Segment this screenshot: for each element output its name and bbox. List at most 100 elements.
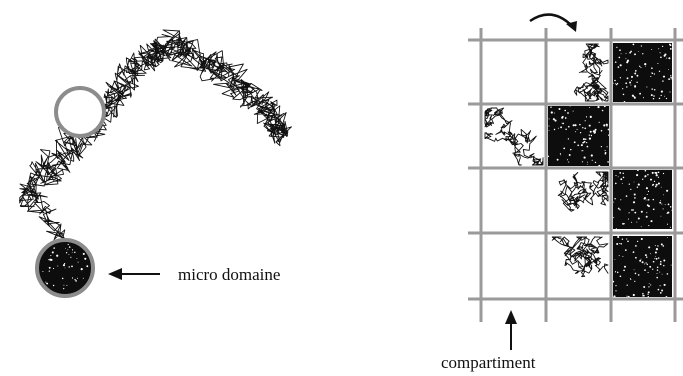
texture-speck <box>655 257 658 260</box>
texture-speck <box>48 270 50 272</box>
texture-speck <box>631 221 633 223</box>
texture-speck <box>633 269 635 271</box>
texture-speck <box>568 161 570 163</box>
texture-speck <box>634 211 637 214</box>
texture-speck <box>62 264 66 267</box>
texture-speck <box>548 118 550 120</box>
texture-speck <box>636 169 639 171</box>
texture-speck <box>577 144 580 147</box>
texture-speck <box>71 277 74 279</box>
texture-speck <box>664 204 666 206</box>
texture-speck <box>640 210 643 213</box>
texture-speck <box>614 182 617 185</box>
texture-speck <box>74 251 76 254</box>
texture-speck <box>80 268 83 271</box>
texture-speck <box>652 208 655 211</box>
texture-speck <box>662 208 664 210</box>
texture-speck <box>71 252 73 254</box>
texture-speck <box>670 76 672 79</box>
texture-speck <box>660 215 662 217</box>
texture-speck <box>566 159 569 161</box>
texture-speck <box>586 161 588 163</box>
texture-speck <box>559 154 561 156</box>
texture-speck <box>553 112 555 114</box>
compartment-walk-trajectory <box>484 43 609 278</box>
texture-speck <box>582 150 584 152</box>
texture-speck <box>584 127 587 130</box>
texture-speck <box>645 187 648 190</box>
texture-speck <box>640 226 642 228</box>
texture-speck <box>618 56 621 59</box>
texture-speck <box>663 264 665 267</box>
texture-speck <box>633 181 635 183</box>
filled-cell <box>613 236 672 297</box>
texture-speck <box>619 49 621 52</box>
filled-compartments <box>548 43 672 297</box>
texture-speck <box>53 247 55 249</box>
texture-speck <box>669 47 672 50</box>
texture-speck <box>639 65 641 67</box>
texture-speck <box>648 283 650 285</box>
texture-speck <box>68 266 70 268</box>
texture-speck <box>667 237 669 238</box>
texture-speck <box>647 291 650 294</box>
texture-speck <box>647 293 649 295</box>
texture-speck <box>629 81 632 84</box>
texture-speck <box>76 257 78 259</box>
texture-speck <box>625 195 628 197</box>
texture-speck <box>652 198 655 201</box>
texture-speck <box>614 259 616 260</box>
texture-speck <box>561 122 563 124</box>
texture-speck <box>645 262 647 264</box>
texture-speck <box>671 209 673 211</box>
texture-speck <box>630 278 632 281</box>
texture-speck <box>606 146 608 148</box>
texture-speck <box>552 118 555 121</box>
texture-speck <box>586 164 588 166</box>
texture-speck <box>74 279 76 281</box>
texture-speck <box>646 193 648 196</box>
texture-speck <box>556 158 559 161</box>
texture-speck <box>603 105 606 108</box>
texture-speck <box>633 96 636 99</box>
texture-speck <box>650 253 651 255</box>
texture-speck <box>658 70 661 72</box>
texture-speck <box>616 46 618 49</box>
texture-speck <box>655 248 659 251</box>
texture-speck <box>656 269 659 271</box>
texture-speck <box>597 106 600 109</box>
texture-speck <box>615 83 616 85</box>
texture-speck <box>629 278 631 280</box>
texture-speck <box>586 145 589 148</box>
texture-speck <box>644 169 647 172</box>
texture-speck <box>647 173 649 176</box>
texture-speck <box>642 178 644 180</box>
texture-speck <box>651 49 653 50</box>
texture-speck <box>632 251 635 253</box>
texture-speck <box>648 286 650 288</box>
texture-speck <box>649 265 652 268</box>
texture-speck <box>636 81 638 84</box>
texture-speck <box>630 79 632 81</box>
texture-speck <box>581 150 583 152</box>
texture-speck <box>656 276 658 279</box>
texture-speck <box>636 221 638 223</box>
texture-speck <box>639 92 641 95</box>
texture-speck <box>645 256 648 258</box>
texture-speck <box>621 182 623 184</box>
texture-speck <box>666 223 669 225</box>
texture-speck <box>624 249 627 251</box>
texture-speck <box>655 174 658 177</box>
texture-speck <box>636 186 639 188</box>
texture-speck <box>613 82 615 84</box>
texture-speck <box>572 110 574 112</box>
texture-speck <box>626 59 630 62</box>
texture-speck <box>547 155 550 158</box>
texture-speck <box>574 124 577 127</box>
texture-speck <box>660 56 662 59</box>
texture-speck <box>586 142 588 144</box>
texture-speck <box>633 193 636 196</box>
texture-speck <box>594 161 597 164</box>
texture-speck <box>614 197 616 200</box>
texture-speck <box>616 82 619 85</box>
